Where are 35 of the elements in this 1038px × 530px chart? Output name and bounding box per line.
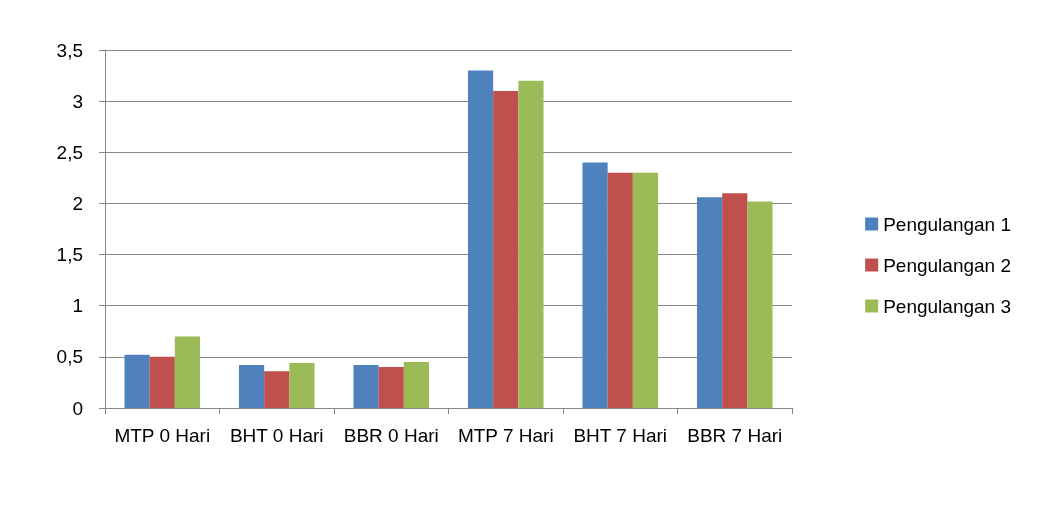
y-tick-label: 2 bbox=[72, 192, 83, 214]
bar bbox=[264, 371, 290, 408]
x-tick-label: MTP 0 Hari bbox=[114, 424, 211, 446]
bar bbox=[174, 336, 201, 408]
x-tick-label: BHT 7 Hari bbox=[573, 424, 668, 446]
y-tick-label: 1 bbox=[72, 295, 83, 317]
bar bbox=[124, 354, 150, 408]
y-tick-label: 0 bbox=[72, 397, 83, 419]
x-tick-label: BBR 7 Hari bbox=[687, 424, 783, 446]
bar bbox=[582, 162, 608, 408]
y-tick-label: 2,5 bbox=[56, 141, 83, 163]
legend-label: Pengulangan 3 bbox=[883, 295, 1011, 317]
bar bbox=[378, 367, 404, 408]
y-tick-label: 1,5 bbox=[56, 244, 83, 266]
y-tick-label: 3,5 bbox=[56, 39, 83, 61]
bar bbox=[722, 193, 748, 408]
bar bbox=[518, 80, 544, 408]
bar bbox=[696, 197, 723, 408]
bar bbox=[403, 361, 430, 408]
legend-label: Pengulangan 2 bbox=[883, 254, 1011, 276]
bar bbox=[353, 365, 379, 408]
bar bbox=[289, 362, 315, 408]
bar bbox=[149, 356, 175, 408]
bar bbox=[493, 90, 519, 408]
bar bbox=[747, 201, 773, 408]
x-tick-label: BBR 0 Hari bbox=[343, 424, 439, 446]
x-tick-label: BHT 0 Hari bbox=[229, 424, 324, 446]
y-tick-label: 0,5 bbox=[56, 346, 83, 368]
bar bbox=[467, 70, 494, 408]
bar bbox=[238, 365, 265, 408]
y-tick-label: 3 bbox=[72, 90, 83, 112]
bar bbox=[632, 172, 659, 408]
x-tick-label: MTP 7 Hari bbox=[457, 424, 554, 446]
legend-label: Pengulangan 1 bbox=[883, 213, 1011, 235]
bar bbox=[607, 172, 633, 408]
